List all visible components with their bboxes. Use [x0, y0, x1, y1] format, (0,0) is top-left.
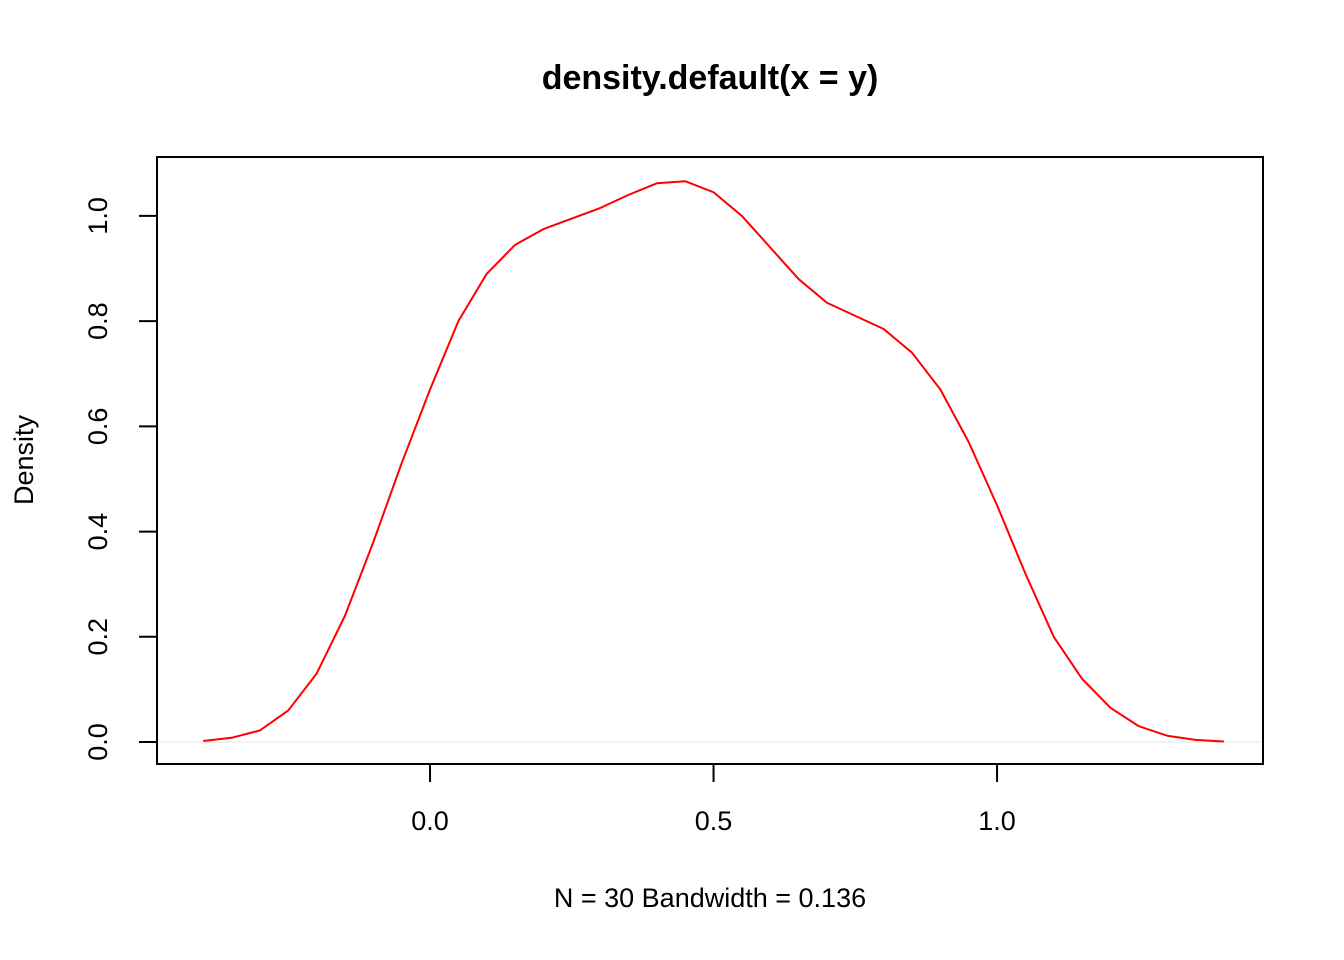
- x-axis-label: N = 30 Bandwidth = 0.136: [554, 883, 866, 913]
- density-line: [203, 180, 1224, 743]
- y-tick-label: 1.0: [83, 197, 113, 235]
- x-tick-label: 0.5: [695, 806, 733, 836]
- y-tick-label: 0.6: [83, 408, 113, 446]
- x-tick-label: 0.0: [411, 806, 449, 836]
- x-tick-label: 1.0: [978, 806, 1016, 836]
- y-tick-label: 0.4: [83, 513, 113, 551]
- y-axis-label: Density: [9, 414, 39, 505]
- y-tick-label: 0.8: [83, 302, 113, 340]
- y-tick-label: 0.0: [83, 723, 113, 761]
- chart-title: density.default(x = y): [542, 59, 879, 97]
- y-tick-label: 0.2: [83, 618, 113, 656]
